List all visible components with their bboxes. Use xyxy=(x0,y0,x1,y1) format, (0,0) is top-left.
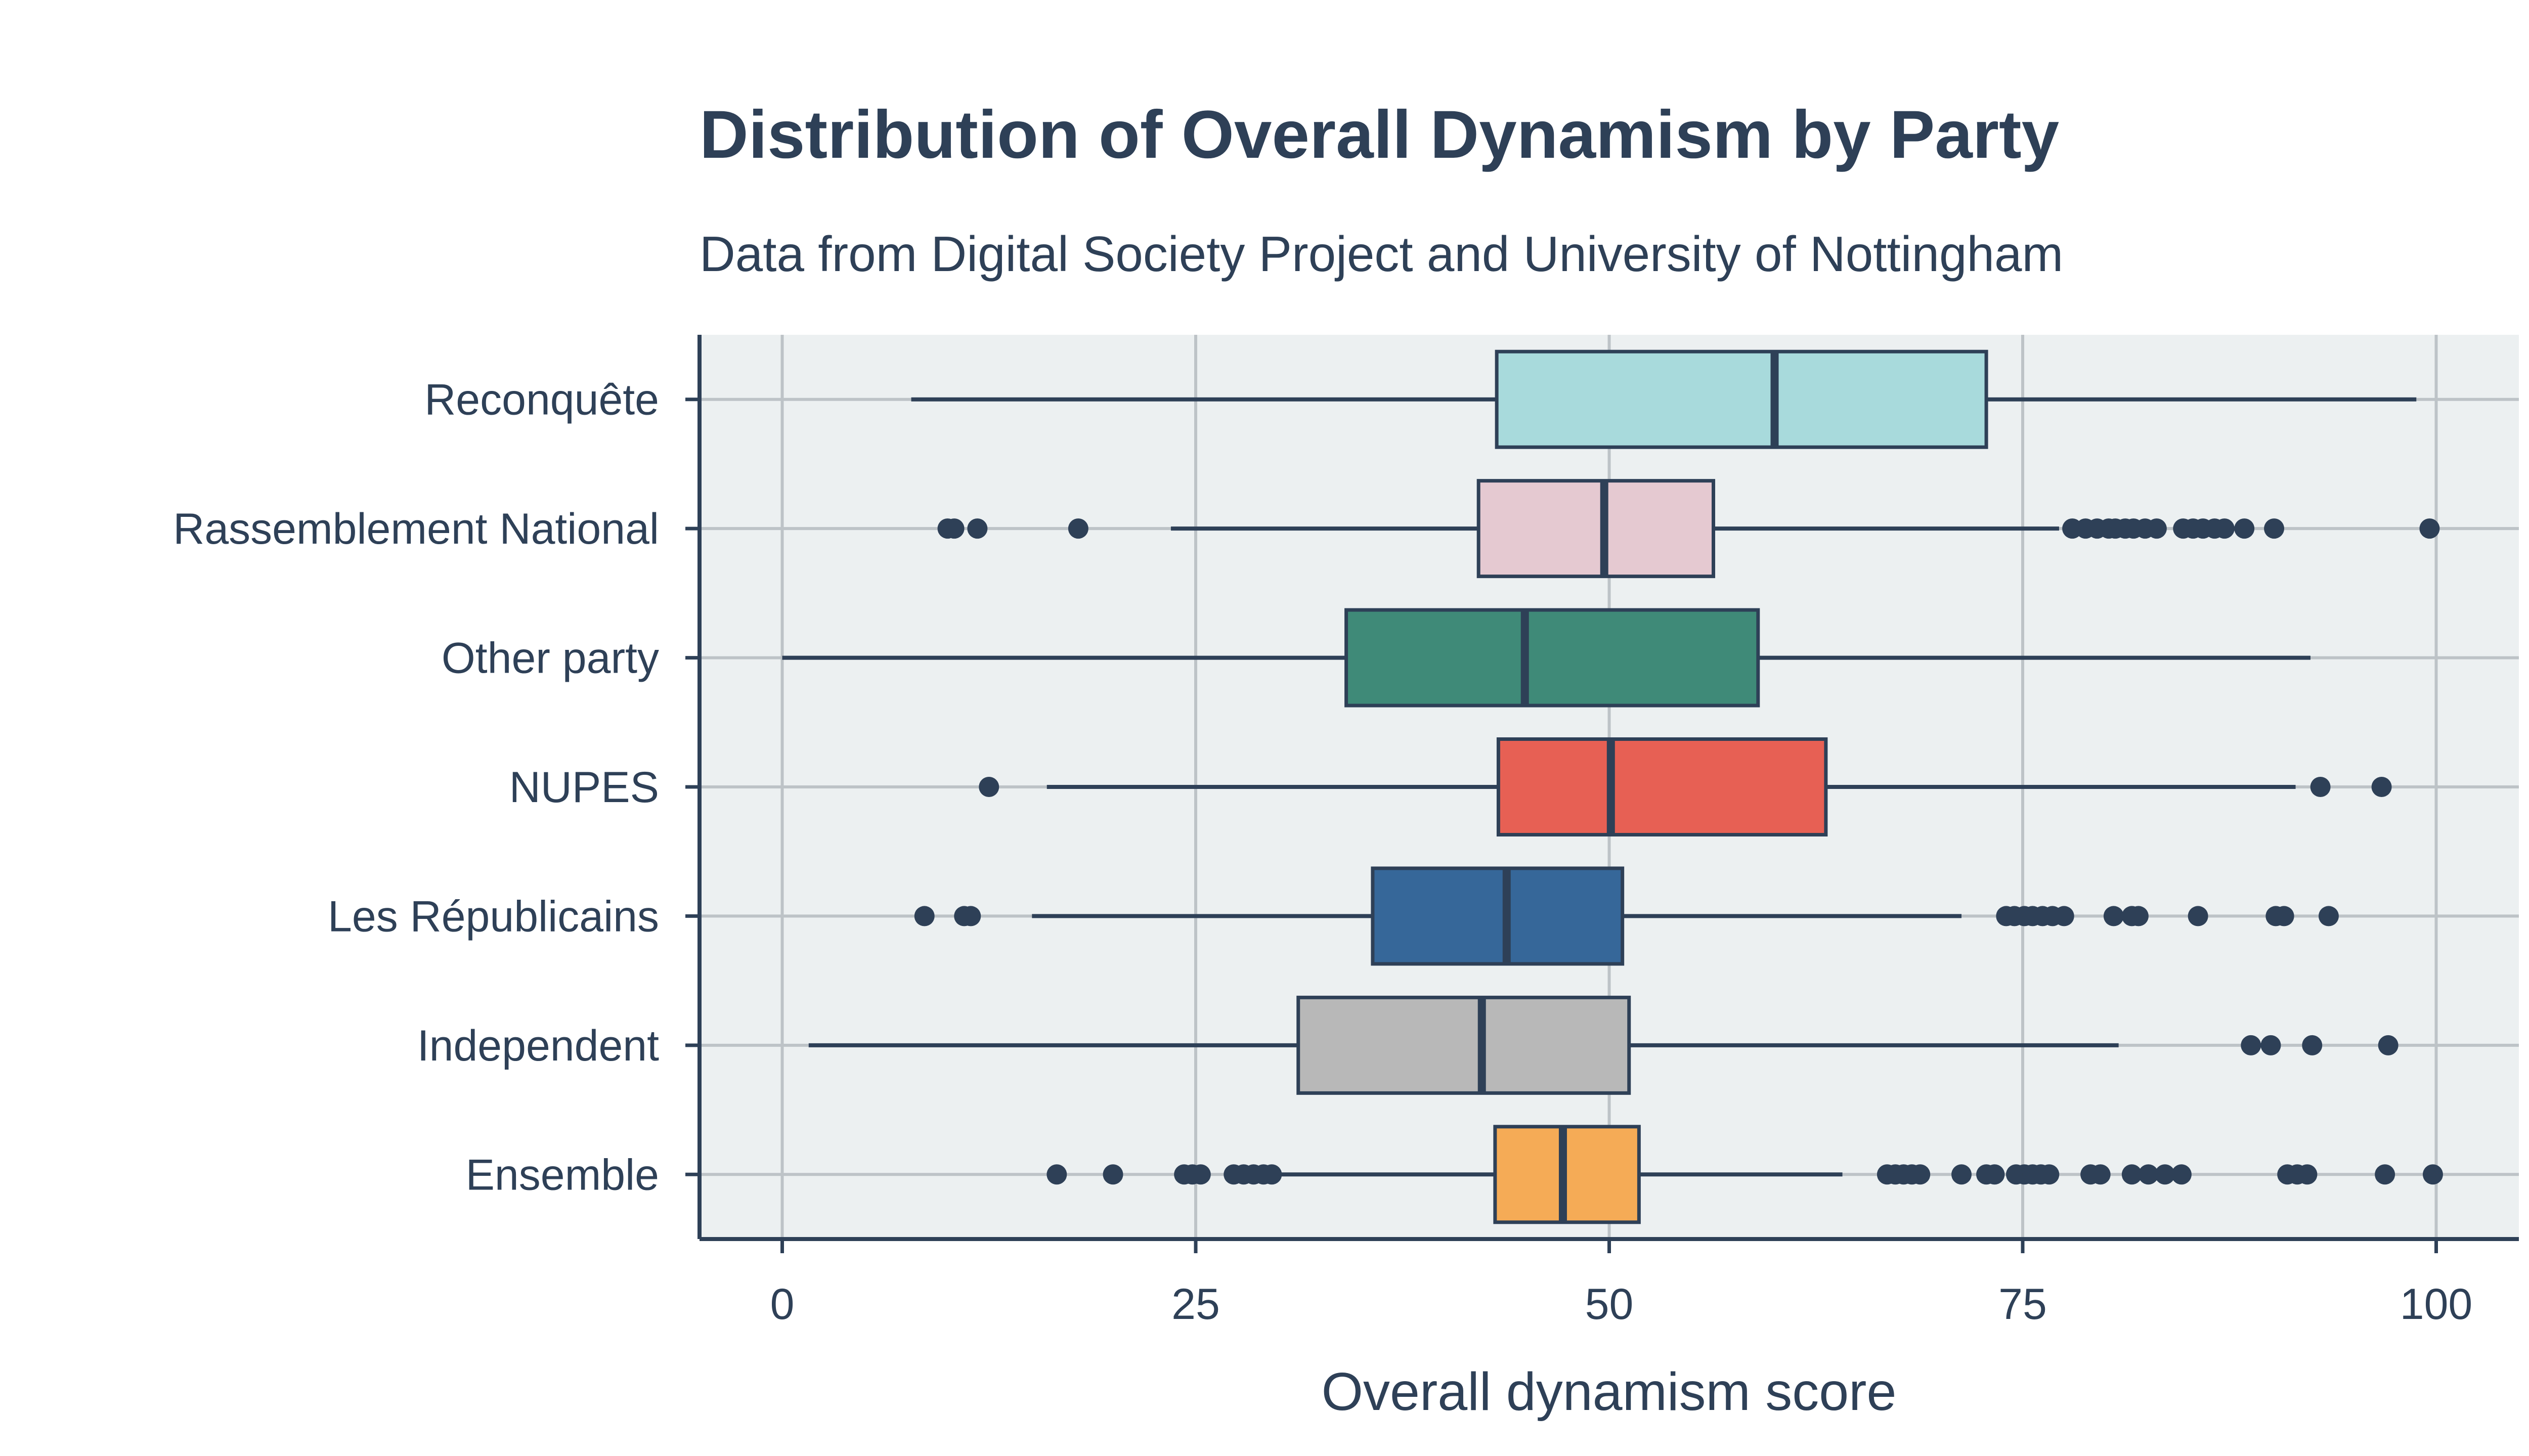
outlier-point xyxy=(944,518,965,539)
outlier-point xyxy=(2234,518,2255,539)
y-tick-label: Independent xyxy=(417,1022,659,1070)
outlier-point xyxy=(1190,1164,1211,1185)
chart-subtitle: Data from Digital Society Project and Un… xyxy=(700,226,2063,282)
outlier-point xyxy=(1910,1164,1931,1185)
box-group-6 xyxy=(808,995,2399,1095)
outlier-point xyxy=(2318,906,2339,926)
outlier-point xyxy=(961,906,981,926)
y-tick-label: Les Républicains xyxy=(328,892,659,941)
outlier-point xyxy=(2375,1164,2395,1185)
outlier-point xyxy=(914,906,935,926)
outlier-point xyxy=(979,777,999,797)
outlier-point xyxy=(1047,1164,1067,1185)
outlier-point xyxy=(2214,518,2235,539)
box-group-7 xyxy=(1047,1125,2443,1224)
outlier-point xyxy=(1103,1164,1123,1185)
box-iqr xyxy=(1496,737,1828,837)
y-tick-label: Reconquête xyxy=(424,376,659,424)
outlier-point xyxy=(2054,906,2074,926)
outlier-point xyxy=(2264,518,2285,539)
y-tick-label: NUPES xyxy=(509,763,659,812)
outlier-point xyxy=(2090,1164,2111,1185)
box-group-4 xyxy=(979,737,2392,837)
outlier-point xyxy=(2121,1164,2142,1185)
x-tick-label: 50 xyxy=(1585,1280,1634,1329)
outlier-point xyxy=(2128,906,2149,926)
outlier-point xyxy=(2274,906,2294,926)
box-iqr xyxy=(1296,995,1631,1095)
box-iqr xyxy=(1495,349,1988,449)
outlier-point xyxy=(2297,1164,2318,1185)
outlier-point xyxy=(2138,1164,2159,1185)
y-tick-label: Ensemble xyxy=(466,1151,659,1199)
box-group-1 xyxy=(911,349,2417,449)
outlier-point xyxy=(1068,518,1088,539)
box-layer xyxy=(782,349,2443,1224)
x-tick-label: 25 xyxy=(1171,1280,1220,1329)
outlier-point xyxy=(2371,777,2392,797)
outlier-point xyxy=(2378,1035,2399,1055)
box-group-5 xyxy=(914,866,2339,966)
outlier-point xyxy=(2241,1035,2261,1055)
box-iqr xyxy=(1476,479,1716,579)
x-tick-label: 75 xyxy=(1998,1280,2047,1329)
box-iqr xyxy=(1344,608,1760,708)
axis-layer: Reconquête Rassemblement National Other pa… xyxy=(173,376,2472,1329)
box-group-3 xyxy=(782,608,2310,708)
outlier-point xyxy=(2039,1164,2060,1185)
outlier-point xyxy=(2103,906,2124,926)
outlier-point xyxy=(2422,1164,2443,1185)
y-tick-label: Rassemblement National xyxy=(173,505,659,553)
outlier-point xyxy=(2419,518,2440,539)
x-axis-title: Overall dynamism score xyxy=(1322,1362,1897,1422)
outlier-point xyxy=(2302,1035,2323,1055)
outlier-point xyxy=(2310,777,2331,797)
outlier-point xyxy=(1951,1164,1972,1185)
chart-title: Distribution of Overall Dynamism by Part… xyxy=(700,97,2059,172)
box-iqr xyxy=(1371,866,1625,966)
outlier-point xyxy=(1261,1164,1282,1185)
outlier-point xyxy=(2188,906,2208,926)
outlier-point xyxy=(2171,1164,2192,1185)
outlier-point xyxy=(967,518,988,539)
outlier-point xyxy=(2146,518,2167,539)
box-group-2 xyxy=(937,479,2440,579)
x-tick-label: 100 xyxy=(2400,1280,2473,1329)
outlier-point xyxy=(1984,1164,2005,1185)
outlier-point xyxy=(2155,1164,2175,1185)
outlier-point xyxy=(2260,1035,2281,1055)
box-iqr xyxy=(1493,1125,1641,1224)
x-tick-label: 0 xyxy=(770,1280,795,1329)
y-tick-label: Other party xyxy=(442,634,659,683)
